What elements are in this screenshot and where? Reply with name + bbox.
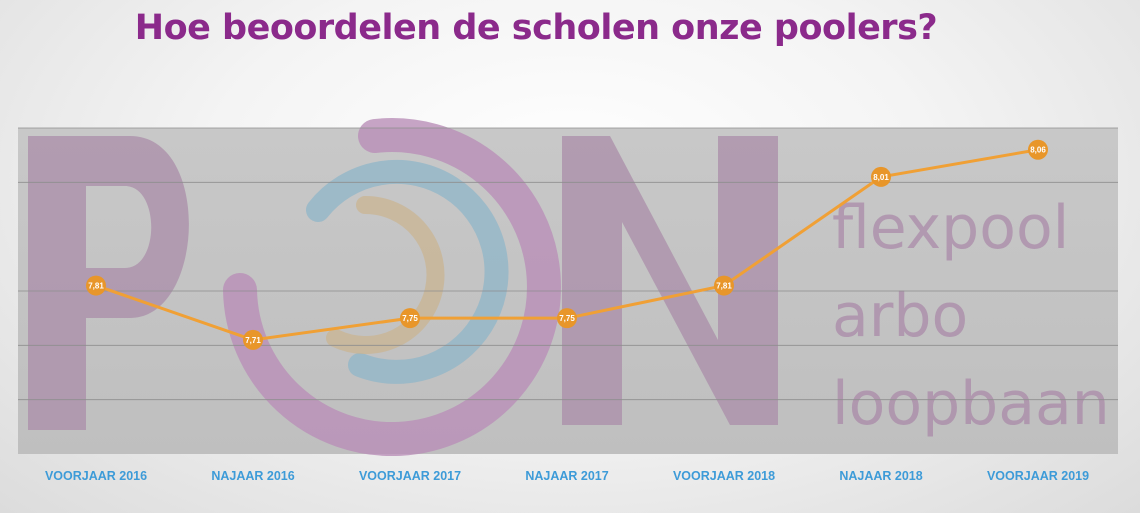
watermark-inner-arc-blue [306,159,509,384]
x-tick-label: VOORJAAR 2016 [45,469,147,483]
data-label: 7,71 [245,336,261,345]
x-tick-label: VOORJAAR 2018 [673,469,775,483]
pon-watermark: flexpool arbo loopbaan [28,118,1110,457]
watermark-loopbaan: loopbaan [832,369,1110,439]
gridlines [18,127,1118,401]
watermark-letter-o [223,118,561,457]
data-point [1028,139,1048,160]
watermark-letter-p [28,136,189,430]
x-tick-label: NAJAAR 2016 [211,469,294,483]
data-point [243,329,263,350]
watermark-letter-n [562,136,778,425]
watermark-flexpool: flexpool [832,193,1069,263]
watermark-arbo: arbo [832,281,968,351]
x-tick-label: VOORJAAR 2017 [359,469,461,483]
x-tick-label: NAJAAR 2017 [525,469,608,483]
x-tick-label: NAJAAR 2018 [839,469,922,483]
x-axis: VOORJAAR 2016 NAJAAR 2016 VOORJAAR 2017 NAJ… [45,469,1089,483]
data-label: 7,75 [402,314,418,323]
watermark-inner-arc-tan [326,195,445,354]
data-label: 7,81 [716,282,732,291]
x-tick-label: VOORJAAR 2019 [987,469,1089,483]
data-point [86,275,106,296]
series-markers: 7,81 7,71 7,75 7,75 7,81 8,01 8,06 [86,139,1048,350]
data-label: 8,06 [1030,146,1046,155]
data-point [400,308,420,329]
data-point [714,275,734,296]
data-label: 7,75 [559,314,575,323]
chart-title: Hoe beoordelen de scholen onze poolers? [134,8,938,48]
data-label: 8,01 [873,173,889,182]
data-point [871,166,891,187]
data-point [557,308,577,329]
data-label: 7,81 [88,282,104,291]
